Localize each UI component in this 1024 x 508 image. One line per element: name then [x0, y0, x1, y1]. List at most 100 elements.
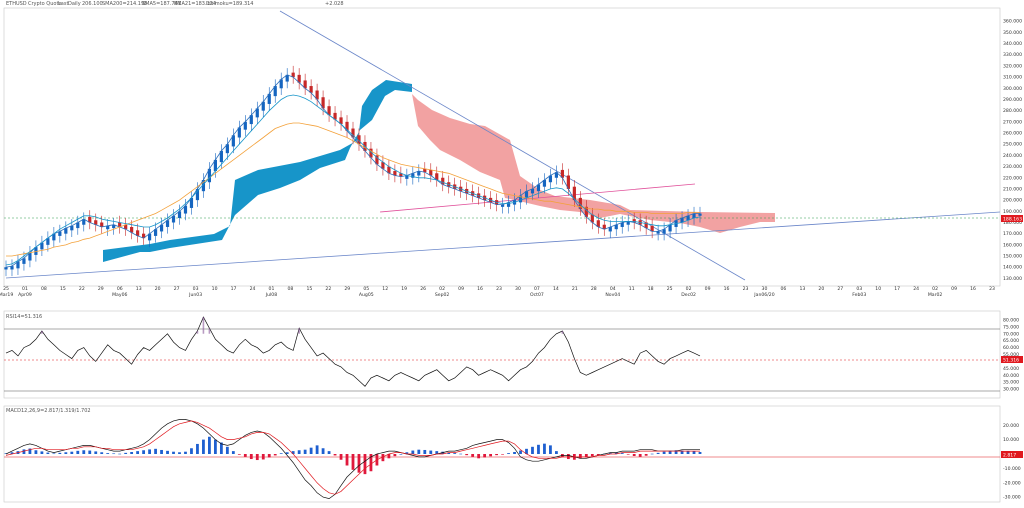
- candle-body: [578, 197, 582, 210]
- candle-body: [417, 171, 421, 176]
- macd-histogram-bar: [513, 451, 516, 454]
- candle-body: [142, 233, 146, 239]
- date-tick-day: 20: [155, 286, 161, 292]
- macd-histogram-bar: [519, 450, 522, 454]
- price-ma-line-1: [6, 122, 700, 257]
- date-tick-month: Apr09: [18, 292, 32, 298]
- macd-histogram-bar: [555, 451, 558, 454]
- macd-histogram-bar: [219, 442, 223, 454]
- candle-body: [195, 188, 200, 201]
- header-symbol: ETHUSD: [6, 1, 27, 7]
- macd-histogram-bar: [549, 445, 552, 454]
- candle-body: [4, 267, 8, 270]
- macd-histogram-bar: [22, 449, 26, 454]
- macd-histogram-bar: [399, 454, 403, 455]
- price-ma-line-0: [5, 74, 700, 268]
- candle-body: [506, 202, 511, 207]
- candle-body: [10, 266, 14, 270]
- candle-body: [112, 224, 116, 229]
- candle-body: [548, 175, 553, 183]
- macd-histogram-bar: [64, 452, 68, 454]
- macd-histogram-bar: [225, 446, 229, 454]
- price-tick-label: 200.000: [1003, 198, 1022, 204]
- date-tick-month: Sep02: [435, 292, 450, 298]
- macd-histogram-bar: [632, 454, 636, 457]
- date-tick-day: 19: [401, 286, 407, 292]
- date-tick-day: 20: [818, 286, 824, 292]
- date-tick-month: Feb03: [852, 292, 866, 298]
- date-tick-day: 29: [344, 286, 350, 292]
- candle-body: [52, 233, 56, 241]
- date-tick-day: 10: [212, 286, 218, 292]
- macd-histogram-bar: [626, 454, 630, 455]
- macd-histogram-bar: [130, 451, 134, 454]
- candle-body: [662, 229, 666, 234]
- macd-histogram-bar: [447, 452, 451, 454]
- candle-body: [357, 135, 361, 145]
- macd-histogram-bar: [190, 448, 193, 454]
- price-tick-label: 190.000: [1003, 209, 1022, 215]
- date-tick-day: 16: [724, 286, 730, 292]
- date-tick-day: 11: [629, 286, 635, 292]
- candle-body: [387, 166, 391, 174]
- candle-body: [82, 219, 86, 225]
- macd-histogram-bar: [315, 445, 319, 454]
- macd-histogram-bar: [680, 450, 684, 454]
- rsi-line: [5, 316, 701, 387]
- candle-body: [405, 175, 409, 179]
- date-tick-day: 23: [496, 286, 502, 292]
- date-tick-month: Jul08: [265, 292, 277, 298]
- header-cloud: Ichimoku=189.314: [206, 1, 254, 7]
- candle-body: [644, 222, 648, 229]
- date-tick-day: 29: [98, 286, 104, 292]
- macd-histogram-bar: [650, 453, 654, 455]
- trendline-pink: [379, 183, 696, 213]
- date-tick-day: 08: [287, 286, 293, 292]
- date-tick-day: 21: [572, 286, 578, 292]
- macd-line: [5, 419, 700, 499]
- candle-body: [34, 247, 38, 255]
- macd-histogram-bar: [303, 449, 307, 454]
- candle-body: [435, 173, 439, 180]
- rsi-label: RSI14=51.316: [6, 314, 42, 320]
- date-tick-month: Mar19: [0, 292, 13, 298]
- candle-body: [285, 74, 289, 82]
- macd-histogram-bar: [531, 446, 534, 454]
- date-tick-day: 09: [951, 286, 957, 292]
- candle-body: [411, 173, 415, 178]
- macd-histogram-bar: [184, 451, 187, 454]
- price-lines-layer: [5, 74, 701, 268]
- candle-body: [225, 144, 229, 154]
- price-panel-frame: [3, 7, 1001, 287]
- date-tick-day: 24: [250, 286, 256, 292]
- date-tick-day: 27: [837, 286, 843, 292]
- date-tick-day: 09: [458, 286, 464, 292]
- date-tick-day: 16: [970, 286, 976, 292]
- macd-histogram-bar: [465, 454, 469, 456]
- macd-histogram-bar: [393, 454, 397, 457]
- macd-histogram-bar: [435, 451, 439, 454]
- ichimoku-cloud-blue: [103, 80, 412, 262]
- macd-histogram-bar: [202, 439, 205, 454]
- date-tick-day: 05: [363, 286, 369, 292]
- date-tick-day: 02: [686, 286, 692, 292]
- macd-histogram-bar: [698, 451, 702, 454]
- candle-body: [118, 222, 122, 227]
- macd-histogram-bar: [459, 453, 463, 455]
- candle-body: [626, 221, 630, 225]
- price-tick-label: 230.000: [1003, 164, 1022, 170]
- macd-histogram-bar: [243, 454, 247, 457]
- date-tick-day: 25: [667, 286, 673, 292]
- candle-body: [309, 86, 313, 93]
- candle-body: [291, 72, 295, 78]
- price-tick-label: 130.000: [1003, 276, 1022, 282]
- macd-histogram-bar: [351, 454, 355, 470]
- candle-body: [16, 261, 20, 269]
- macd-histogram-bar: [261, 454, 265, 460]
- date-tick-day: 09: [705, 286, 711, 292]
- candle-body: [219, 150, 223, 163]
- macd-panel-frame: [3, 405, 1001, 503]
- macd-histogram-bar: [309, 447, 313, 454]
- macd-histogram-bar: [285, 452, 289, 454]
